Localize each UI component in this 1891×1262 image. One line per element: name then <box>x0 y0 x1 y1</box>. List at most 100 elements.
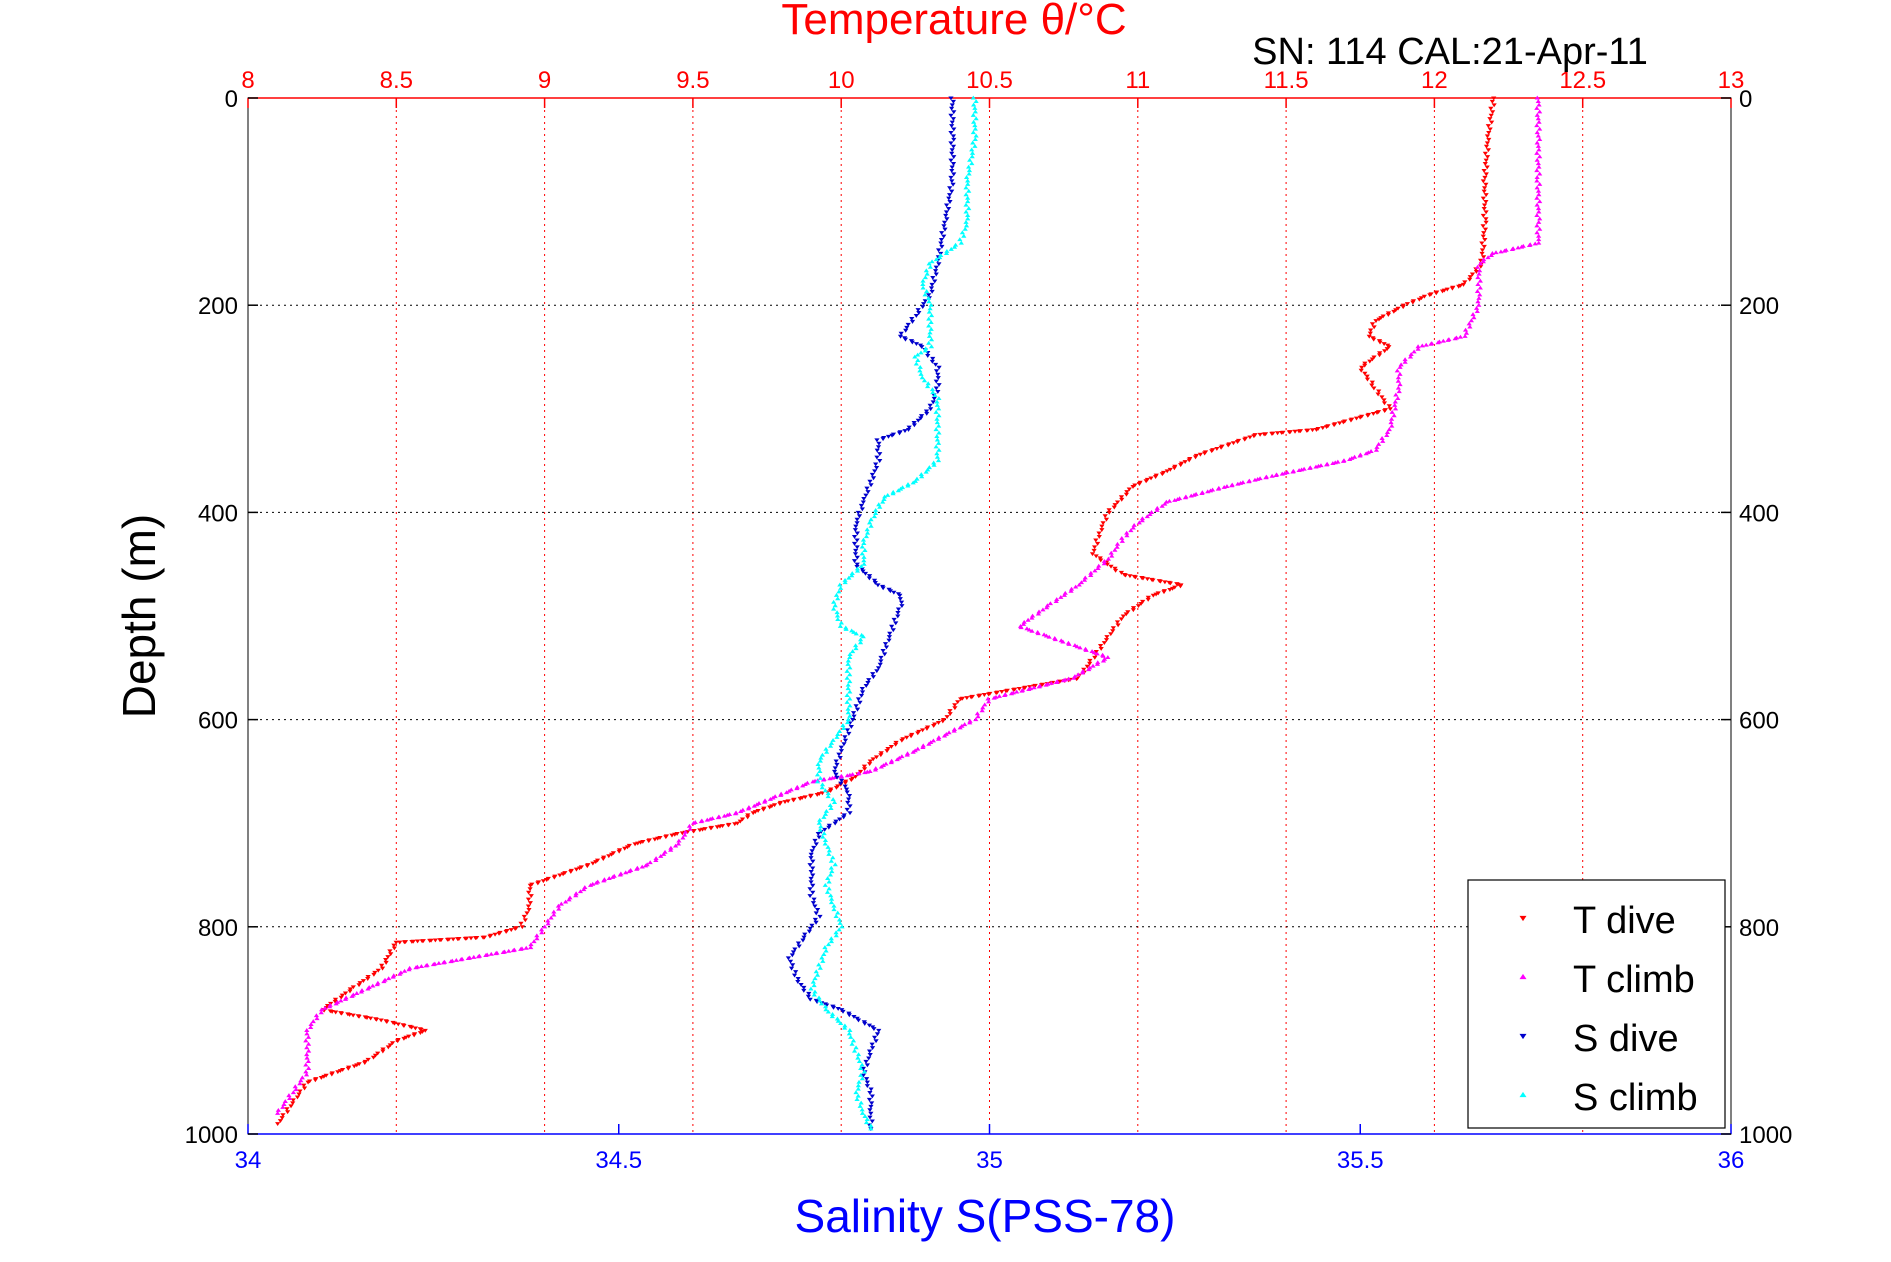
data-point <box>837 921 843 925</box>
data-point <box>1485 124 1491 128</box>
data-point <box>925 295 932 300</box>
data-point <box>1385 312 1391 317</box>
data-point <box>378 1018 384 1023</box>
data-point <box>820 777 827 782</box>
data-point <box>751 803 757 808</box>
data-point <box>1376 389 1382 394</box>
data-point <box>1324 462 1330 467</box>
data-point <box>919 345 925 349</box>
data-point <box>915 746 921 751</box>
data-point <box>917 368 923 373</box>
data-point <box>1207 488 1214 493</box>
data-point <box>929 359 935 364</box>
data-point <box>1257 432 1263 437</box>
data-point <box>859 544 865 549</box>
data-point <box>616 849 622 854</box>
data-point <box>739 817 746 822</box>
data-point <box>1428 341 1434 346</box>
data-point <box>817 758 823 763</box>
data-point <box>965 216 971 221</box>
data-point <box>286 1093 292 1098</box>
data-point <box>1482 151 1488 156</box>
data-point <box>935 372 941 377</box>
data-point <box>1074 644 1080 649</box>
data-point <box>934 437 941 442</box>
data-point <box>1126 487 1132 492</box>
data-point <box>821 952 827 956</box>
data-point <box>856 1059 863 1064</box>
data-point <box>455 937 461 942</box>
data-point <box>1480 234 1486 239</box>
data-point <box>1479 251 1485 256</box>
data-point <box>885 747 891 751</box>
tick-label-top: 9.5 <box>676 67 709 94</box>
data-point <box>928 313 935 318</box>
data-point <box>795 977 801 981</box>
data-point <box>1164 469 1170 474</box>
data-point <box>1100 653 1106 658</box>
data-point <box>296 1092 302 1097</box>
data-point <box>534 933 540 938</box>
data-point <box>1535 99 1541 104</box>
data-point <box>1027 685 1033 690</box>
data-point <box>915 731 921 736</box>
data-point <box>789 953 795 958</box>
data-point <box>950 99 956 104</box>
data-point <box>861 1069 868 1074</box>
data-point <box>551 909 557 914</box>
data-point <box>1112 547 1118 552</box>
data-point <box>1095 541 1101 546</box>
data-point <box>1477 261 1483 266</box>
data-point <box>831 907 837 912</box>
data-point <box>1489 99 1495 104</box>
data-point <box>1481 186 1488 191</box>
data-point <box>847 665 853 670</box>
data-point <box>899 738 905 743</box>
data-point <box>1377 351 1383 356</box>
data-point <box>824 1003 830 1008</box>
data-point <box>1103 517 1110 522</box>
data-point <box>867 1091 873 1095</box>
data-point <box>915 308 921 312</box>
data-point <box>1348 418 1354 423</box>
data-point <box>850 649 856 654</box>
data-point <box>905 483 911 488</box>
data-point <box>1139 518 1145 523</box>
data-point <box>1136 482 1143 487</box>
data-point <box>397 940 403 945</box>
data-point <box>1534 202 1540 207</box>
data-point <box>1534 168 1540 173</box>
data-point <box>965 181 971 186</box>
data-point <box>934 399 940 404</box>
data-point <box>487 934 493 939</box>
data-point <box>817 775 823 780</box>
data-point <box>851 1015 857 1019</box>
data-point <box>1118 570 1125 575</box>
data-point <box>379 966 386 971</box>
data-point <box>908 734 914 739</box>
data-point <box>1474 264 1481 269</box>
data-point <box>1382 349 1388 354</box>
data-point <box>833 759 839 764</box>
data-point <box>1387 407 1393 412</box>
data-point <box>809 923 815 928</box>
data-point <box>1261 432 1267 437</box>
data-point <box>808 986 814 991</box>
data-point <box>947 712 953 717</box>
data-point <box>401 940 407 945</box>
data-point <box>936 262 942 267</box>
data-point <box>827 872 834 877</box>
data-point <box>1124 533 1130 538</box>
data-point <box>952 706 958 711</box>
tick-label-y-right: 200 <box>1739 293 1779 320</box>
data-point <box>397 971 403 976</box>
data-point <box>905 427 912 432</box>
data-point <box>951 137 957 142</box>
data-point <box>1402 359 1408 364</box>
data-point <box>531 939 537 944</box>
data-point <box>1230 441 1237 446</box>
data-point <box>500 950 506 954</box>
data-point <box>825 791 831 796</box>
data-point <box>290 1090 297 1095</box>
